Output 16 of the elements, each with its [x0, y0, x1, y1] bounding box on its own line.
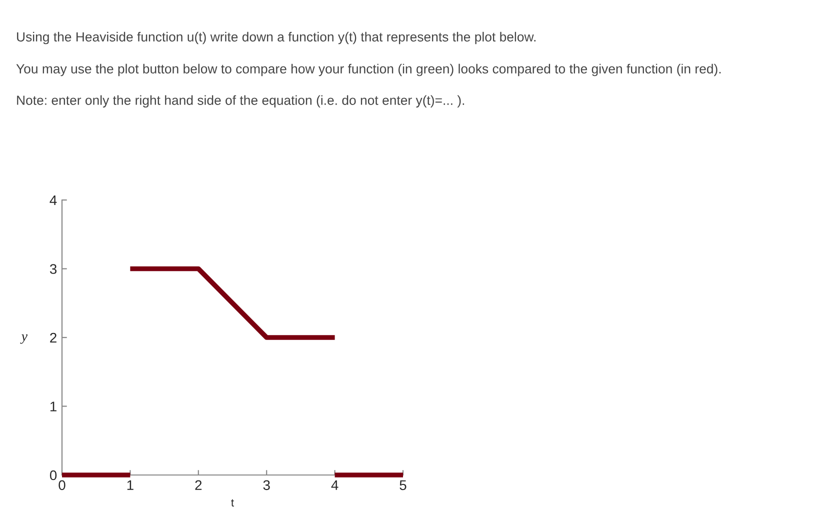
y-tick-label: 4: [50, 195, 57, 206]
text: Note: enter only the right hand side of the equation (i.e. do not enter y(t)=... ).: [17, 95, 464, 108]
text: Using the Heaviside function u(t) write down a function y(t) that represents the plot below.: [17, 32, 536, 44]
y-tick-label: 2: [50, 332, 56, 343]
text: You may use the plot button below to compare how your function (in green) looks compared to the given function (in red).: [16, 64, 721, 76]
y-tick-label: 1: [50, 402, 56, 412]
x-tick-label: 3: [263, 480, 270, 490]
x-tick-label: 2: [195, 480, 202, 490]
x-tick-label: 4: [331, 480, 338, 490]
y-axis-title: y: [20, 334, 28, 344]
x-axis-title: t: [231, 499, 234, 507]
x-tick-label: 1: [127, 480, 134, 490]
y-tick-label: 0: [50, 470, 57, 480]
x-tick-label: 5: [400, 480, 406, 490]
x-tick-label: 0: [58, 480, 66, 490]
y-tick-label: 3: [50, 264, 57, 274]
